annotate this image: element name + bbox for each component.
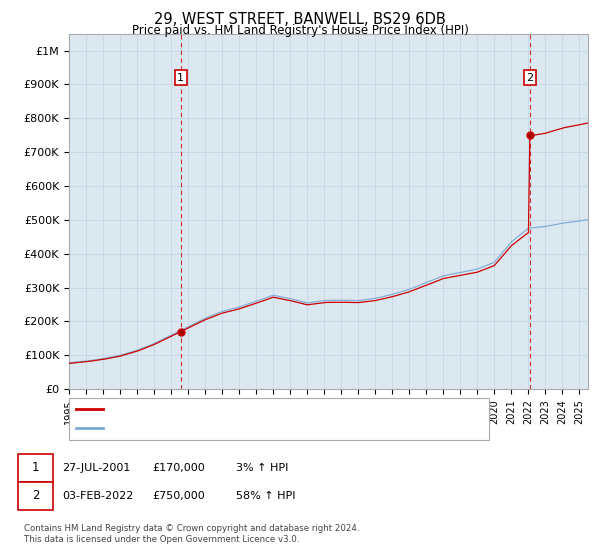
Text: £750,000: £750,000: [152, 491, 205, 501]
Text: 29, WEST STREET, BANWELL, BS29 6DB (detached house): 29, WEST STREET, BANWELL, BS29 6DB (deta…: [109, 404, 412, 414]
Text: Price paid vs. HM Land Registry's House Price Index (HPI): Price paid vs. HM Land Registry's House …: [131, 24, 469, 36]
Text: 58% ↑ HPI: 58% ↑ HPI: [236, 491, 295, 501]
Text: This data is licensed under the Open Government Licence v3.0.: This data is licensed under the Open Gov…: [24, 535, 299, 544]
Text: 29, WEST STREET, BANWELL, BS29 6DB: 29, WEST STREET, BANWELL, BS29 6DB: [154, 12, 446, 27]
Text: 27-JUL-2001: 27-JUL-2001: [62, 463, 130, 473]
Text: 03-FEB-2022: 03-FEB-2022: [62, 491, 133, 501]
Text: 3% ↑ HPI: 3% ↑ HPI: [236, 463, 288, 473]
Text: 1: 1: [177, 73, 184, 83]
Text: Contains HM Land Registry data © Crown copyright and database right 2024.: Contains HM Land Registry data © Crown c…: [24, 524, 359, 533]
Text: 2: 2: [32, 489, 39, 502]
Text: 1: 1: [32, 461, 39, 474]
Text: 2: 2: [526, 73, 533, 83]
Text: HPI: Average price, detached house, North Somerset: HPI: Average price, detached house, Nort…: [109, 423, 385, 433]
Text: £170,000: £170,000: [152, 463, 205, 473]
